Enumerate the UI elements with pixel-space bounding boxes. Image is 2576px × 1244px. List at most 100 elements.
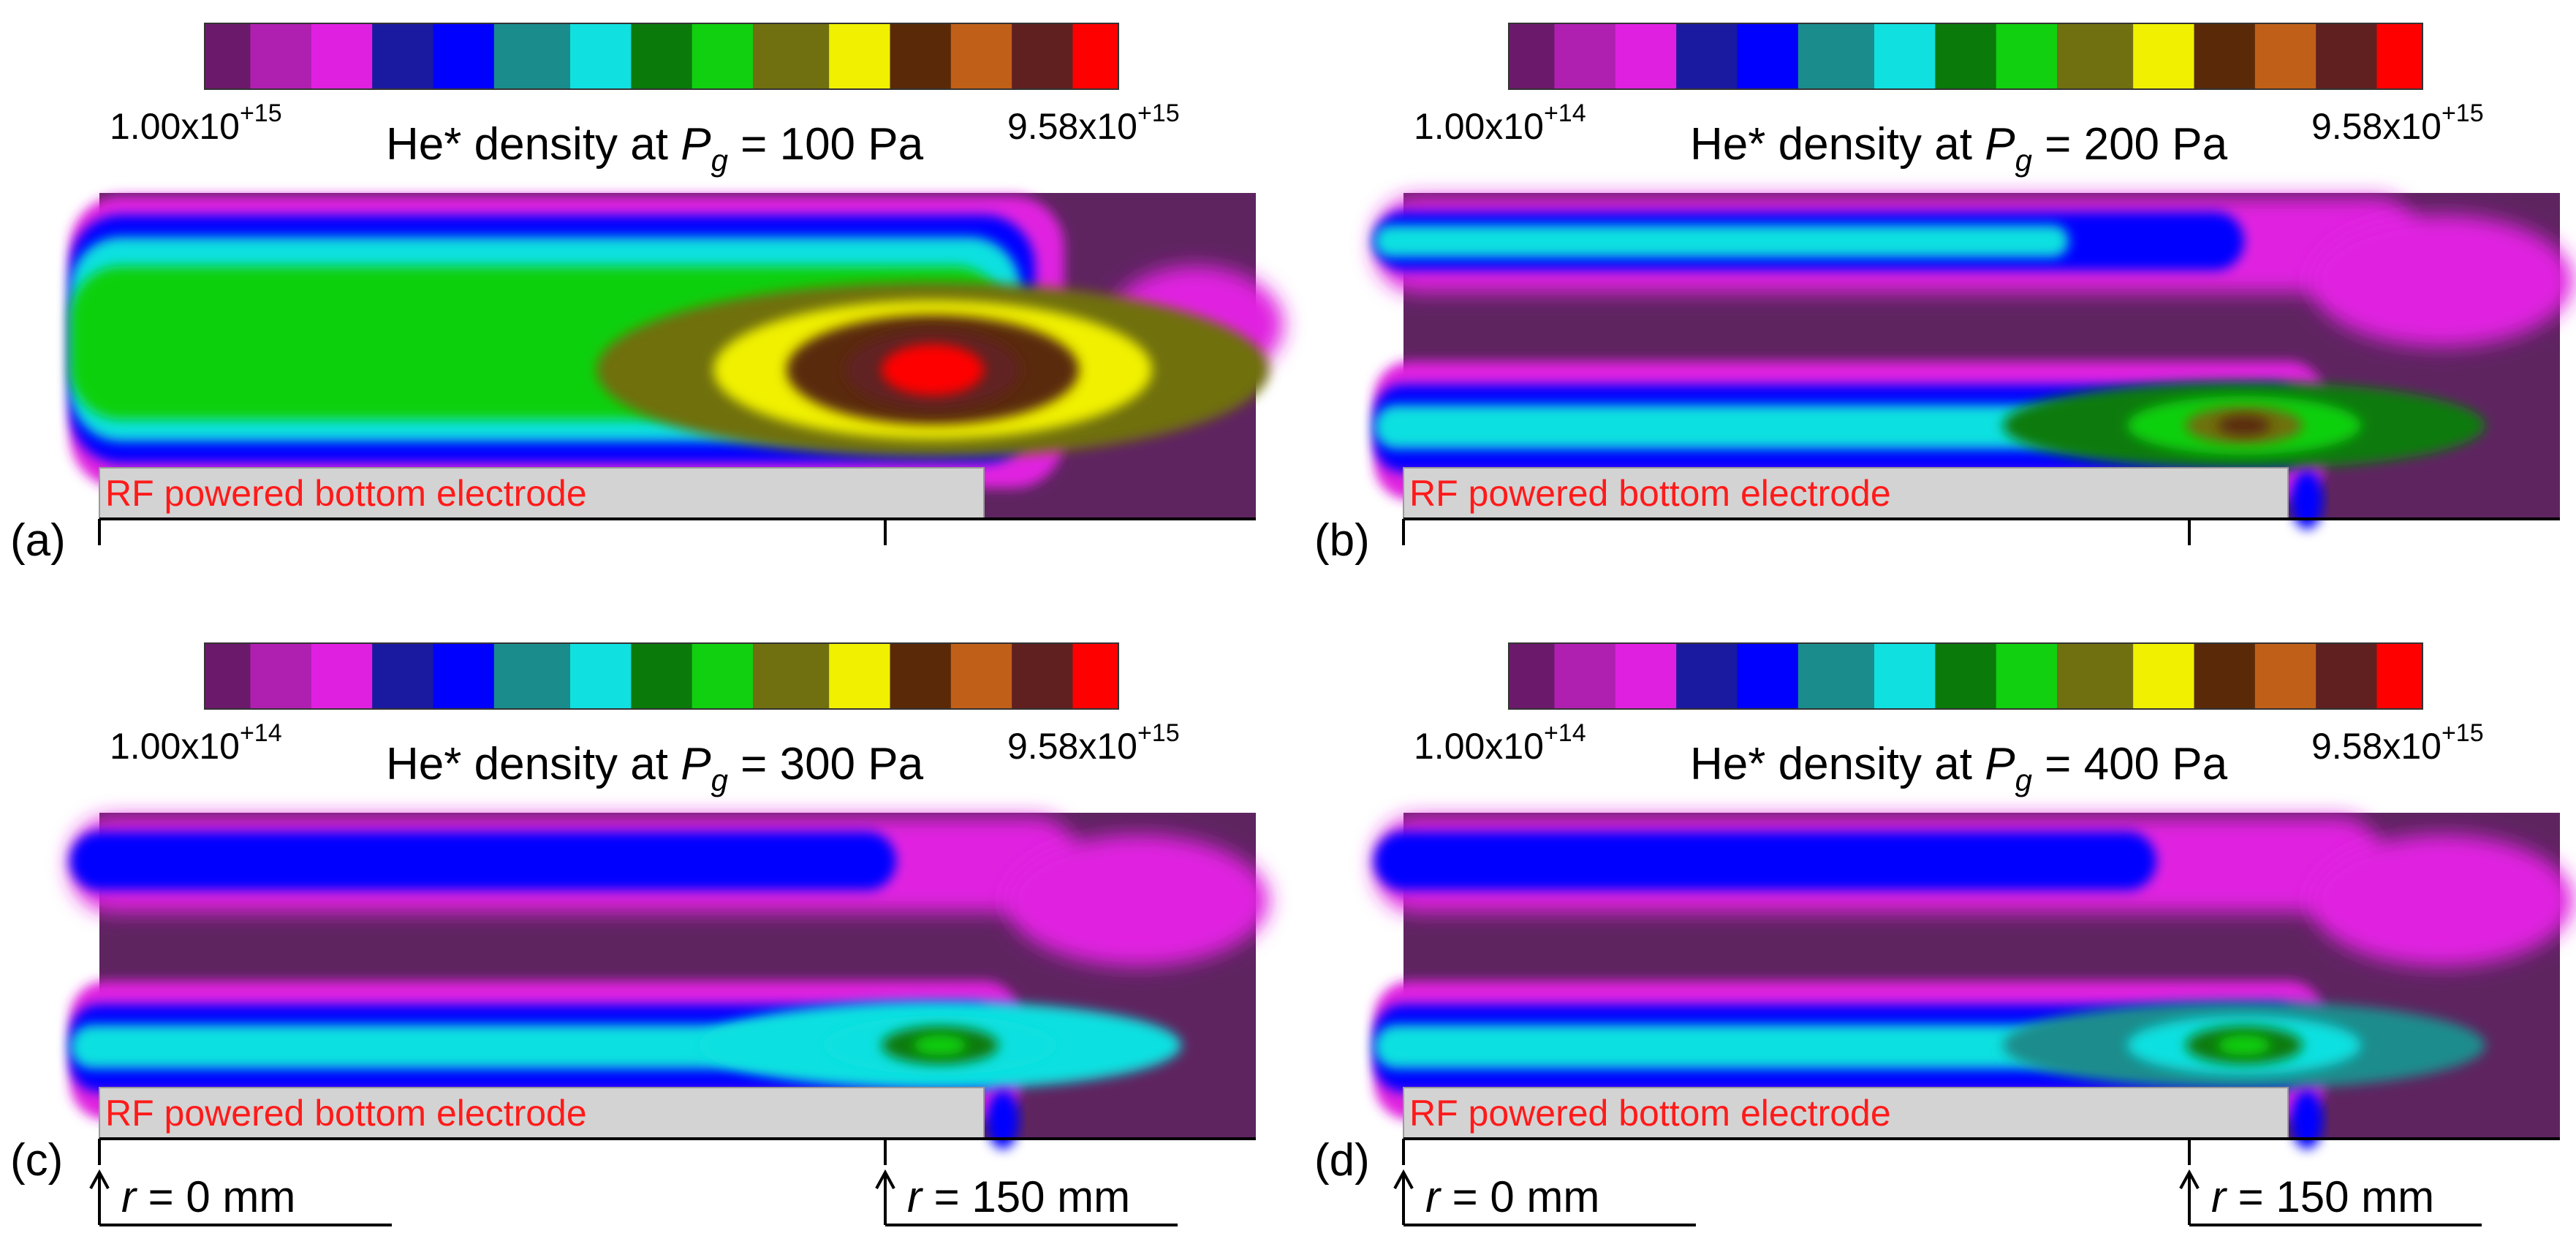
colorbar-swatch <box>2361 643 2378 709</box>
colorbar-swatch <box>844 23 860 89</box>
colorbar-swatch <box>1012 23 1028 89</box>
colorbar-swatch <box>2270 643 2287 709</box>
electrode-body <box>1403 467 2289 520</box>
colorbar-swatch <box>1615 23 1632 89</box>
colorbar <box>204 642 1119 710</box>
electrode-label: RF powered bottom electrode <box>105 1093 587 1134</box>
colorbar-max-label: 9.58x10+15 <box>2311 99 2484 147</box>
colorbar-swatch <box>448 643 465 709</box>
colorbar-swatch <box>1966 643 1982 709</box>
colorbar-swatch <box>905 23 922 89</box>
edge-density-spot <box>2291 1091 2323 1149</box>
colorbar-swatch <box>890 23 906 89</box>
colorbar-swatch <box>2118 643 2134 709</box>
colorbar-swatch <box>646 23 662 89</box>
colorbar-swatch <box>296 23 312 89</box>
r-label-right: r = 150 mm <box>2179 1169 2482 1226</box>
colorbar-swatch <box>1996 643 2012 709</box>
colorbar-swatch <box>1950 23 1966 89</box>
colorbar-swatch <box>1935 643 1952 709</box>
colorbar-swatch <box>2102 643 2119 709</box>
colorbar-swatch <box>2087 643 2104 709</box>
colorbar-swatch <box>874 23 891 89</box>
colorbar-swatch <box>2163 23 2180 89</box>
colorbar-swatch <box>600 23 617 89</box>
colorbar-swatch <box>859 643 876 709</box>
colorbar-swatch <box>1523 23 1540 89</box>
electrode-body <box>1403 1087 2289 1139</box>
colorbar-min-label: 1.00x10+15 <box>110 99 282 147</box>
colorbar-swatch <box>250 23 267 89</box>
colorbar-swatch <box>1935 23 1952 89</box>
colorbar-swatch <box>448 23 465 89</box>
colorbar-swatch <box>966 643 982 709</box>
colorbar-swatch <box>1813 23 1830 89</box>
r-label-left: r = 0 mm <box>89 1169 392 1226</box>
colorbar-swatch <box>2011 23 2028 89</box>
r-label-left: r = 0 mm <box>1393 1169 1696 1226</box>
colorbar-frame <box>1508 23 2423 90</box>
colorbar-swatch <box>1874 23 1890 89</box>
r-label-text: r = 0 mm <box>121 1172 295 1221</box>
colorbar-swatch <box>798 23 815 89</box>
colorbar-swatch <box>570 643 586 709</box>
colorbar-max-label: 9.58x10+15 <box>1007 719 1180 767</box>
colorbar-swatch <box>479 23 495 89</box>
colorbar-swatch <box>1920 643 1936 709</box>
colorbar-min-label: 1.00x10+14 <box>1414 99 1586 147</box>
colorbar-swatch <box>1874 643 1890 709</box>
colorbar-swatch <box>950 643 967 709</box>
colorbar-swatch <box>1844 23 1860 89</box>
colorbar-swatch <box>1980 23 1997 89</box>
colorbar-swatch <box>326 643 343 709</box>
colorbar-swatch <box>281 23 297 89</box>
colorbar-swatch <box>2254 23 2271 89</box>
colorbar-swatch <box>2346 643 2363 709</box>
colorbar-swatch <box>1509 643 1525 709</box>
colorbar-swatch <box>372 643 388 709</box>
colorbar-swatch <box>890 643 906 709</box>
density-peak-contour <box>882 344 984 395</box>
colorbar-swatch <box>1554 643 1571 709</box>
panel-title: He* density at Pg = 200 Pa <box>1690 119 2228 178</box>
colorbar-swatch <box>1752 23 1769 89</box>
colorbar-swatch <box>1768 643 1784 709</box>
colorbar-swatch <box>1980 643 1997 709</box>
colorbar-swatch <box>2026 643 2043 709</box>
colorbar-swatch <box>2331 23 2347 89</box>
colorbar-swatch <box>1661 643 1678 709</box>
colorbar-swatch <box>600 643 617 709</box>
colorbar-swatch <box>1539 23 1556 89</box>
colorbar-swatch <box>493 643 510 709</box>
colorbar-swatch <box>2087 23 2104 89</box>
colorbar-swatch <box>1966 23 1982 89</box>
colorbar-swatch <box>2118 23 2134 89</box>
colorbar-swatch <box>493 23 510 89</box>
colorbar-swatch <box>402 23 419 89</box>
colorbar-swatch <box>463 643 480 709</box>
colorbar-swatch <box>2240 643 2256 709</box>
colorbar-swatch <box>1797 23 1814 89</box>
colorbar-swatch <box>753 23 769 89</box>
colorbar-swatch <box>2331 643 2347 709</box>
colorbar-swatch <box>2270 23 2287 89</box>
colorbar-swatch <box>372 23 388 89</box>
colorbar-swatch <box>631 23 648 89</box>
colorbar-swatch <box>1783 23 1799 89</box>
colorbar-swatch <box>692 23 708 89</box>
colorbar-swatch <box>1737 23 1754 89</box>
colorbar-swatch <box>326 23 343 89</box>
panel-label: (c) <box>10 1135 63 1186</box>
colorbar-swatch <box>950 23 967 89</box>
r-arrow-head <box>875 1169 895 1189</box>
colorbar-swatch <box>235 643 251 709</box>
colorbar-swatch <box>1072 643 1089 709</box>
colorbar-swatch <box>570 23 586 89</box>
colorbar-swatch <box>646 643 662 709</box>
colorbar-swatch <box>2316 23 2332 89</box>
colorbar-swatch <box>1554 23 1571 89</box>
colorbar-swatch <box>1859 23 1875 89</box>
colorbar-swatch <box>539 23 556 89</box>
edge-density-spot <box>987 1091 1019 1149</box>
upper-band <box>1374 832 2156 890</box>
